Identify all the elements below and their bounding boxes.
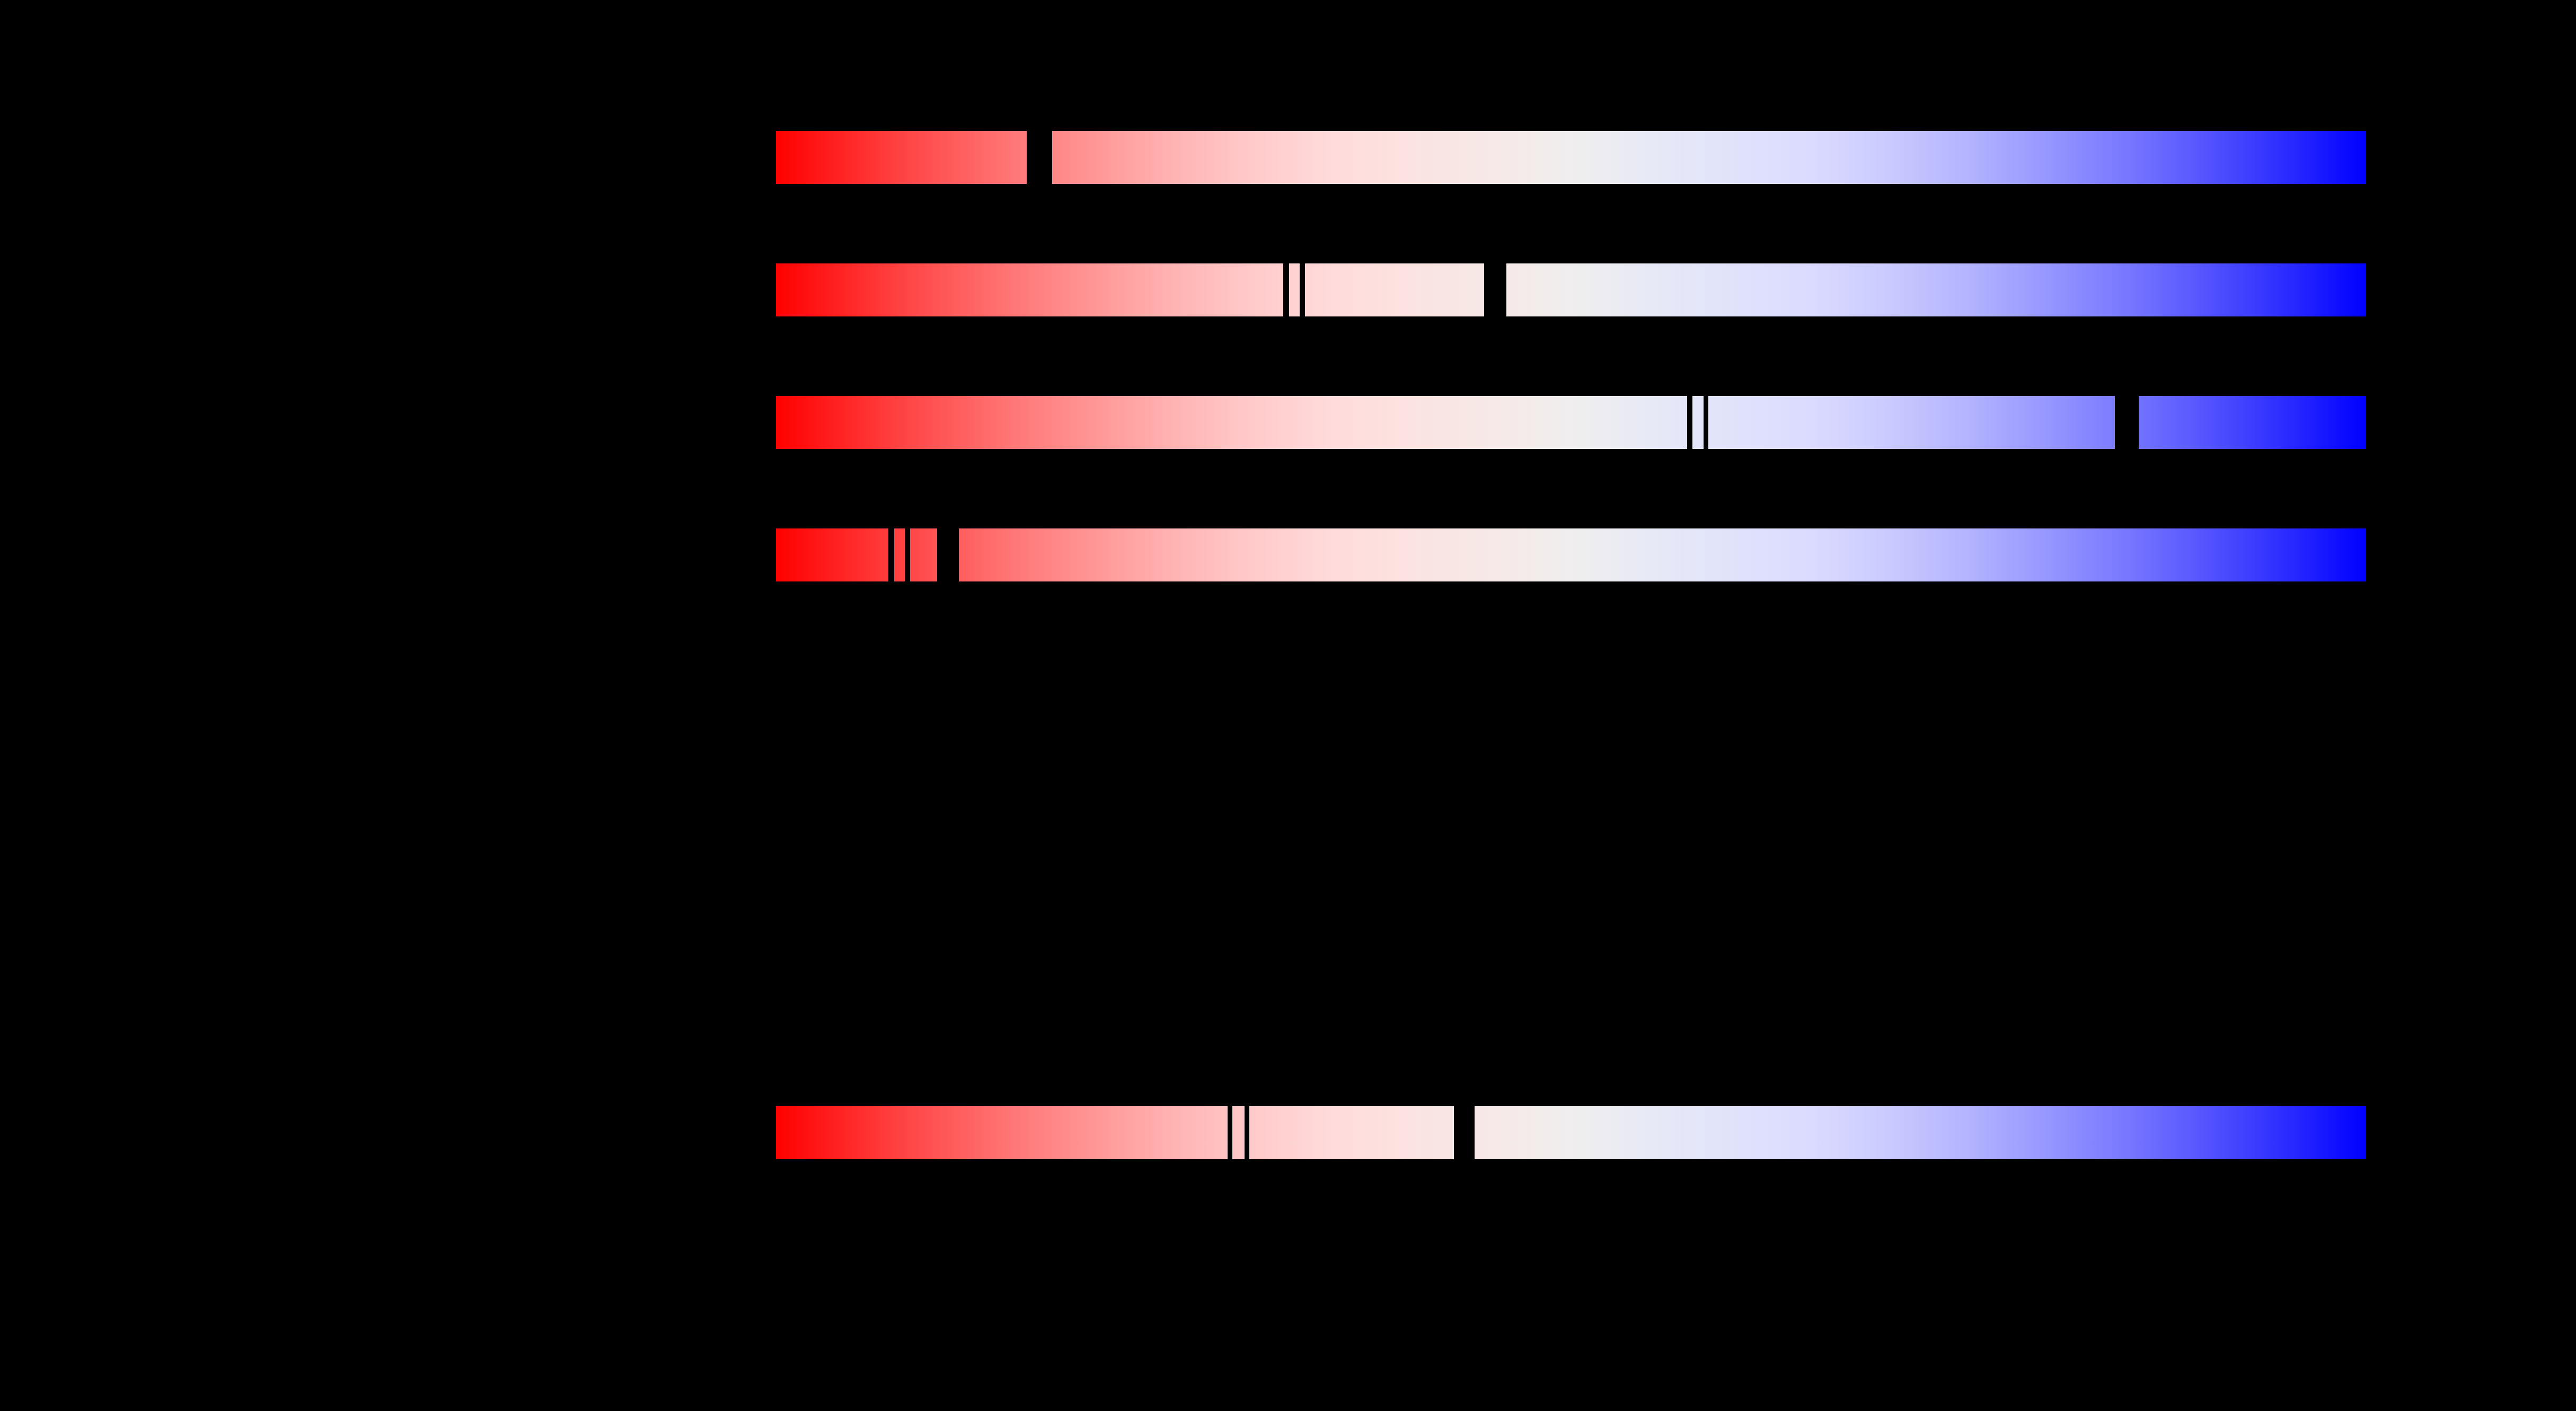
- bar-gap: [1687, 395, 1692, 449]
- bar-gap: [1454, 1106, 1475, 1160]
- gradient-bar-row-1: [776, 130, 2366, 184]
- bar-gap: [1484, 263, 1506, 317]
- bar-gap: [1704, 395, 1708, 449]
- bar-gap: [1228, 1106, 1232, 1160]
- bar-gap: [1027, 130, 1052, 184]
- bar-gap: [1300, 263, 1305, 317]
- bar-gap: [888, 528, 894, 582]
- gradient-bar-row-2: [776, 263, 2366, 317]
- bar-gap: [2115, 395, 2139, 449]
- gradient-bar-row-3: [776, 395, 2366, 449]
- bar-gap: [937, 528, 959, 582]
- bar-gap: [1245, 1106, 1249, 1160]
- gradient-bar-row-5: [776, 1106, 2366, 1160]
- bar-gap: [1283, 263, 1289, 317]
- bar-gap: [905, 528, 910, 582]
- gradient-bar-row-4: [776, 528, 2366, 582]
